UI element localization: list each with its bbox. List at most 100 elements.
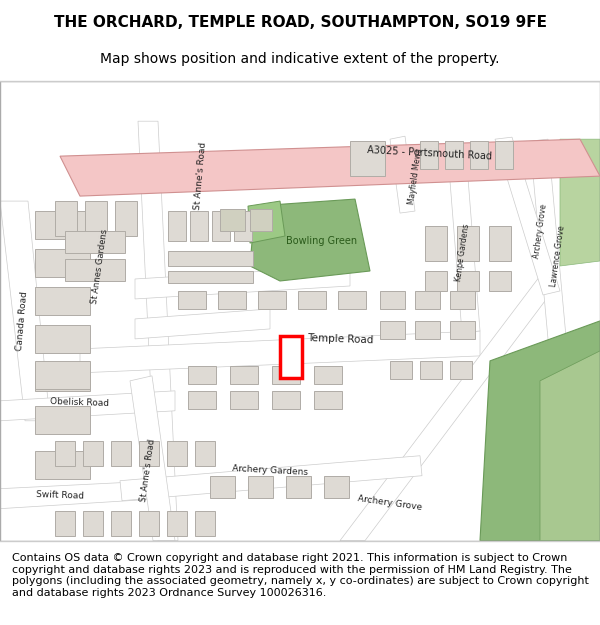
Bar (324, 476, 349, 498)
Bar (450, 361, 472, 379)
Bar (190, 211, 208, 241)
Bar (111, 441, 131, 466)
Polygon shape (560, 139, 600, 266)
Text: Kenpe Gardens: Kenpe Gardens (454, 224, 472, 282)
Bar (65, 231, 125, 253)
Bar (489, 226, 511, 261)
Polygon shape (138, 121, 178, 541)
Bar (83, 441, 103, 466)
Bar (115, 201, 137, 236)
Bar (111, 511, 131, 536)
Bar (420, 141, 438, 169)
Text: Archery Grove: Archery Grove (532, 203, 548, 259)
Polygon shape (540, 351, 600, 541)
Text: Map shows position and indicative extent of the property.: Map shows position and indicative extent… (100, 51, 500, 66)
Bar (35, 363, 90, 391)
Bar (139, 441, 159, 466)
Bar (178, 291, 206, 309)
Bar (35, 451, 90, 479)
Bar (314, 391, 342, 409)
Bar (35, 249, 90, 277)
Polygon shape (340, 276, 560, 541)
Bar (272, 391, 300, 409)
Bar (250, 209, 272, 231)
Text: Archery Grove: Archery Grove (357, 494, 423, 512)
Bar (457, 271, 479, 291)
Polygon shape (248, 201, 285, 243)
Bar (168, 211, 186, 241)
Bar (188, 366, 216, 384)
Text: THE ORCHARD, TEMPLE ROAD, SOUTHAMPTON, SO19 9FE: THE ORCHARD, TEMPLE ROAD, SOUTHAMPTON, S… (53, 15, 547, 30)
Polygon shape (120, 456, 422, 501)
Bar (234, 211, 252, 241)
Bar (415, 291, 440, 309)
Text: St Anne's Road: St Anne's Road (193, 142, 208, 211)
Text: Temple Road: Temple Road (307, 332, 373, 345)
Bar (298, 291, 326, 309)
Bar (489, 271, 511, 291)
Bar (450, 321, 475, 339)
Bar (85, 201, 107, 236)
Bar (35, 211, 90, 239)
Bar (55, 441, 75, 466)
Polygon shape (0, 391, 175, 421)
Bar (220, 209, 245, 231)
Polygon shape (135, 309, 270, 339)
Text: Swift Road: Swift Road (36, 491, 84, 501)
Text: Lawrence Grove: Lawrence Grove (549, 225, 567, 288)
Bar (470, 141, 488, 169)
Bar (350, 141, 385, 176)
Bar (380, 321, 405, 339)
Bar (415, 321, 440, 339)
Bar (272, 366, 300, 384)
Bar (248, 476, 273, 498)
Text: Canada Road: Canada Road (15, 291, 29, 351)
Bar (258, 291, 286, 309)
Bar (168, 271, 253, 283)
Bar (195, 441, 215, 466)
Bar (495, 141, 513, 169)
Bar (457, 226, 479, 261)
Polygon shape (135, 266, 350, 299)
Bar (390, 361, 412, 379)
Bar (425, 271, 447, 291)
Text: St Annes Gardens: St Annes Gardens (91, 228, 110, 304)
Bar (168, 251, 253, 266)
Bar (35, 406, 90, 434)
Bar (188, 391, 216, 409)
Bar (420, 361, 442, 379)
Polygon shape (390, 136, 415, 213)
Bar (280, 336, 302, 378)
Bar (380, 291, 405, 309)
Bar (212, 211, 230, 241)
Text: Bowling Green: Bowling Green (286, 236, 358, 246)
Bar (314, 366, 342, 384)
Bar (286, 476, 311, 498)
Bar (83, 511, 103, 536)
Text: Mayfield Mews: Mayfield Mews (407, 148, 424, 205)
Text: Obelisk Road: Obelisk Road (50, 398, 110, 408)
Polygon shape (495, 137, 560, 295)
Polygon shape (530, 139, 570, 383)
Bar (445, 141, 463, 169)
Polygon shape (80, 331, 480, 373)
Bar (218, 291, 246, 309)
Bar (450, 291, 475, 309)
Polygon shape (0, 201, 50, 421)
Bar (55, 511, 75, 536)
Bar (65, 259, 125, 281)
Polygon shape (250, 199, 370, 281)
Polygon shape (0, 481, 161, 509)
Text: Archery Gardens: Archery Gardens (232, 464, 308, 478)
Polygon shape (480, 321, 600, 541)
Polygon shape (60, 139, 600, 196)
Bar (195, 511, 215, 536)
Text: A3025 - Portsmouth Road: A3025 - Portsmouth Road (367, 145, 493, 161)
Text: Contains OS data © Crown copyright and database right 2021. This information is : Contains OS data © Crown copyright and d… (12, 553, 589, 598)
Bar (210, 476, 235, 498)
Bar (35, 325, 90, 353)
Bar (167, 511, 187, 536)
Bar (35, 287, 90, 315)
Bar (338, 291, 366, 309)
Bar (230, 391, 258, 409)
